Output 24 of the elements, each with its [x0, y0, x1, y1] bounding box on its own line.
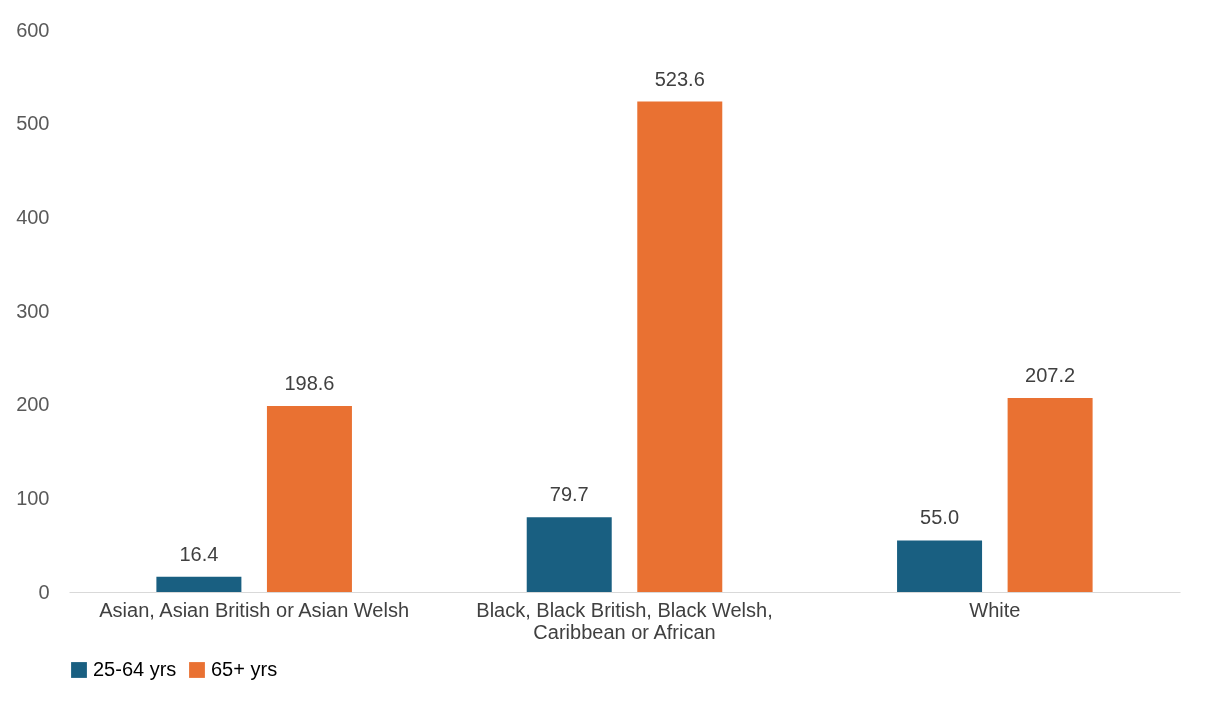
- y-tick-label: 0: [38, 580, 50, 603]
- legend-label: 65+ yrs: [211, 658, 278, 680]
- bar: [1007, 397, 1093, 592]
- x-tick-label: White: [969, 598, 1021, 621]
- bar: [266, 405, 352, 592]
- y-tick-label: 600: [16, 18, 50, 41]
- data-label: 79.7: [549, 483, 589, 506]
- y-tick-label: 300: [16, 299, 50, 322]
- x-tick-label: Asian, Asian British or Asian Welsh: [99, 598, 410, 621]
- data-label: 16.4: [179, 542, 219, 565]
- y-tick-label: 200: [16, 393, 50, 416]
- bar: [156, 576, 242, 592]
- bar: [526, 517, 612, 592]
- y-tick-label: 400: [16, 205, 50, 228]
- data-label: 523.6: [654, 67, 705, 90]
- y-tick-label: 500: [16, 112, 50, 135]
- data-label: 207.2: [1025, 363, 1076, 386]
- bar: [897, 540, 983, 592]
- data-label: 198.6: [284, 371, 335, 394]
- legend-label: 25-64 yrs: [93, 658, 177, 680]
- data-label: 55.0: [920, 506, 960, 529]
- x-tick-label: Black, Black British, Black Welsh, Caribbean or African: [476, 598, 773, 643]
- bar: [637, 101, 723, 592]
- y-tick-label: 100: [16, 486, 50, 509]
